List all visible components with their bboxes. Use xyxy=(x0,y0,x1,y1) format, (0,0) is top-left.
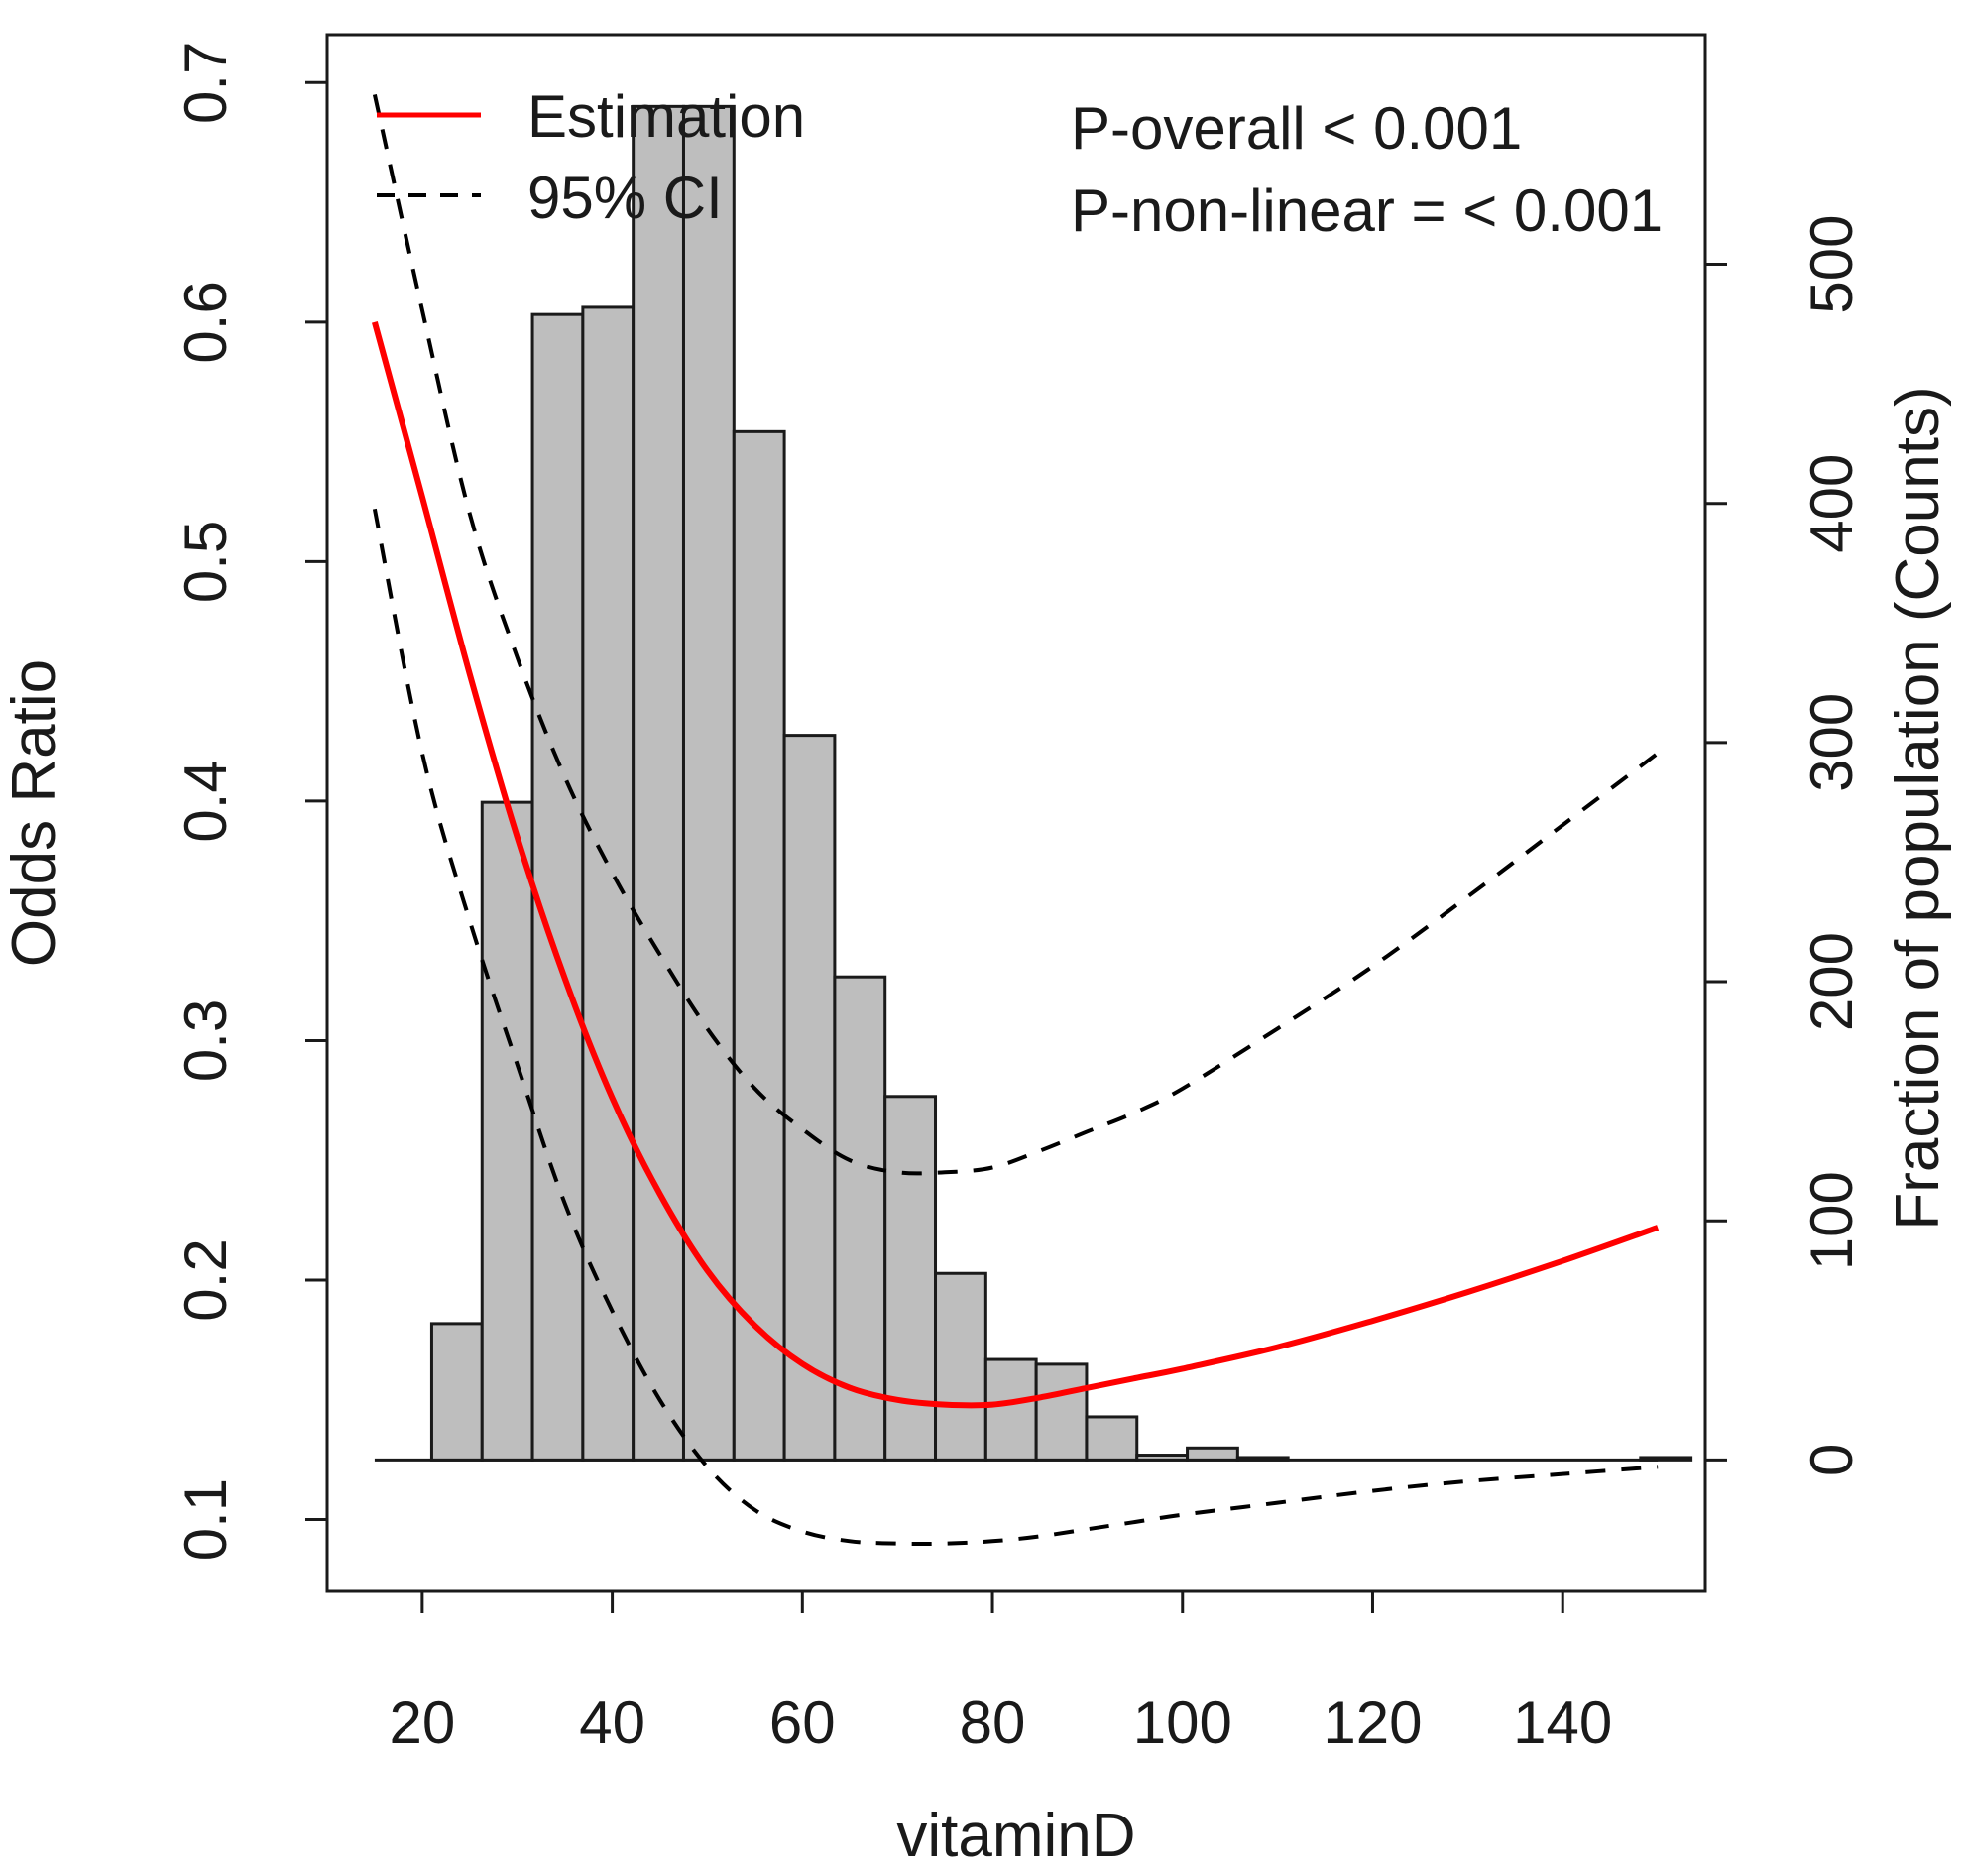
legend-ci-label: 95% CI xyxy=(527,165,723,231)
curve-layer xyxy=(372,93,1660,1546)
histogram-bar xyxy=(681,104,736,1462)
x-axis-label: vitaminD xyxy=(896,1802,1135,1870)
y-tick-label: 0.3 xyxy=(173,999,239,1082)
x-tick-label: 60 xyxy=(769,1690,836,1756)
histogram-bar xyxy=(782,734,837,1462)
ci-lower-line xyxy=(372,508,1659,1546)
histogram-bar xyxy=(429,1322,484,1462)
legend: Estimation 95% CI xyxy=(377,83,805,231)
y-tick-label: 0.5 xyxy=(173,521,239,603)
y-tick-label: 0.1 xyxy=(173,1478,239,1561)
histogram-bar xyxy=(1034,1362,1089,1462)
left-axis: 0.1 0.2 0.3 0.4 0.5 0.6 0.7 xyxy=(173,42,329,1561)
histogram-bar xyxy=(732,429,786,1462)
histogram-bar xyxy=(1135,1454,1190,1462)
legend-estimation-label: Estimation xyxy=(527,83,805,150)
ci-upper-line xyxy=(372,93,1660,1176)
histogram-bar xyxy=(1639,1456,1693,1462)
y-axis-label: Odds Ratio xyxy=(0,659,68,967)
x-tick-label: 40 xyxy=(579,1690,645,1756)
estimation-line xyxy=(372,321,1660,1409)
histogram-bar xyxy=(984,1357,1038,1462)
histogram-bar xyxy=(1235,1456,1290,1462)
y2-tick-label: 200 xyxy=(1798,932,1865,1031)
p-overall-annotation: P-overall < 0.001 xyxy=(1071,95,1522,162)
right-axis: 0 100 200 300 400 500 xyxy=(1703,214,1865,1476)
y2-axis-label: Fraction of population (Counts) xyxy=(1884,386,1952,1230)
x-tick-label: 20 xyxy=(389,1690,455,1756)
y2-tick-label: 100 xyxy=(1798,1171,1865,1270)
bottom-axis: 20 40 60 80 100 120 140 xyxy=(389,1589,1612,1756)
histogram-bar xyxy=(833,975,887,1462)
y2-tick-label: 500 xyxy=(1798,214,1865,313)
histogram-bar xyxy=(1085,1415,1139,1462)
histogram-bar xyxy=(480,800,534,1462)
x-tick-label: 100 xyxy=(1133,1690,1232,1756)
histogram-bars xyxy=(374,104,1693,1462)
x-tick-label: 80 xyxy=(960,1690,1026,1756)
histogram-bar xyxy=(530,312,585,1462)
y2-tick-label: 300 xyxy=(1798,693,1865,792)
histogram-bar xyxy=(581,305,636,1462)
histogram-bar xyxy=(1186,1446,1239,1462)
y-tick-label: 0.7 xyxy=(173,42,239,124)
y2-tick-label: 400 xyxy=(1798,454,1865,553)
y-tick-label: 0.4 xyxy=(173,760,239,842)
x-tick-label: 140 xyxy=(1513,1690,1612,1756)
y-tick-label: 0.6 xyxy=(173,281,239,363)
histogram-bar xyxy=(934,1271,987,1462)
y-tick-label: 0.2 xyxy=(173,1238,239,1321)
y2-tick-label: 0 xyxy=(1798,1444,1865,1476)
p-nonlinear-annotation: P-non-linear = < 0.001 xyxy=(1071,177,1663,244)
histogram-bar xyxy=(632,104,685,1462)
x-tick-label: 120 xyxy=(1323,1690,1422,1756)
